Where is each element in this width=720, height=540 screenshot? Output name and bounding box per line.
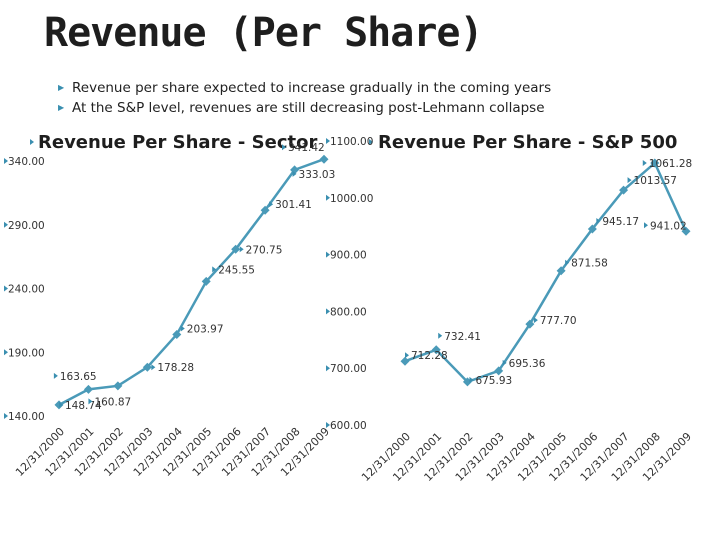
data-label: 270.75 [246, 244, 283, 256]
data-label: 732.41 [444, 331, 481, 343]
data-label: 777.70 [540, 315, 577, 327]
data-label-arrow-icon [627, 177, 632, 184]
y-tick-label: 1000.00 [330, 193, 373, 205]
chart-title: Revenue Per Share - Sector [38, 132, 317, 153]
data-label-arrow-icon [533, 317, 538, 324]
y-tick-label: 190.00 [8, 347, 45, 359]
chart-title-arrow-icon [369, 139, 373, 145]
y-tick-label: 1100.00 [330, 136, 373, 148]
data-label-arrow-icon [596, 217, 601, 224]
data-label-arrow-icon [438, 332, 443, 339]
y-tick-arrow-icon [4, 158, 8, 164]
y-tick-arrow-icon [326, 422, 330, 428]
y-tick-arrow-icon [326, 194, 330, 201]
data-point [319, 154, 329, 164]
data-point [650, 158, 660, 168]
data-label: 871.58 [571, 258, 608, 270]
data-label-arrow-icon [405, 352, 409, 359]
data-label-arrow-icon [53, 372, 58, 379]
data-label: 341.42 [288, 142, 325, 154]
data-point [231, 244, 241, 254]
data-label: 1061.28 [649, 158, 692, 170]
data-point [587, 224, 597, 234]
chart-title-arrow-icon [30, 139, 34, 145]
y-tick-label: 290.00 [8, 220, 45, 232]
y-tick-arrow-icon [326, 365, 330, 372]
y-tick-arrow-icon [326, 138, 330, 144]
bullet-arrow-icon: ▶ [58, 83, 65, 92]
data-label-arrow-icon [180, 325, 185, 332]
y-tick-label: 800.00 [330, 306, 367, 318]
data-point [494, 366, 504, 376]
data-label: 160.87 [94, 396, 131, 408]
data-label: 712.28 [411, 350, 448, 362]
data-label: 333.03 [299, 169, 336, 181]
data-label-arrow-icon [642, 159, 647, 166]
data-label: 203.97 [187, 323, 224, 335]
data-label-arrow-icon [269, 201, 274, 208]
y-tick-arrow-icon [4, 413, 8, 419]
data-label-arrow-icon [239, 246, 244, 253]
bullet-text: At the S&P level, revenues are still dec… [72, 100, 545, 116]
data-label-arrow-icon [151, 364, 156, 371]
data-point [113, 381, 123, 391]
data-label-arrow-icon [502, 359, 507, 366]
data-label-arrow-icon [292, 170, 297, 177]
data-label: 1013.57 [634, 175, 677, 187]
data-label-arrow-icon [88, 398, 93, 405]
data-point [201, 276, 211, 286]
y-tick-arrow-icon [4, 221, 8, 228]
y-tick-arrow-icon [4, 285, 8, 292]
bullet-text: Revenue per share expected to increase g… [72, 80, 552, 96]
bullet-arrow-icon: ▶ [58, 103, 65, 112]
bullet-item: ▶ Revenue per share expected to increase … [58, 78, 551, 98]
data-label-arrow-icon [59, 401, 63, 408]
data-point [83, 384, 93, 394]
bullet-list: ▶ Revenue per share expected to increase … [58, 78, 551, 118]
data-label: 945.17 [602, 216, 639, 228]
data-point [142, 362, 152, 372]
data-point [260, 205, 270, 215]
data-label: 941.02 [650, 220, 687, 232]
data-label: 675.93 [475, 375, 512, 387]
data-point [431, 345, 441, 355]
bullet-item: ▶ At the S&P level, revenues are still de… [58, 98, 551, 118]
y-tick-label: 240.00 [8, 284, 45, 296]
y-tick-label: 340.00 [8, 156, 45, 168]
y-tick-label: 140.00 [8, 411, 45, 423]
data-point [400, 356, 410, 366]
data-point [290, 165, 300, 175]
data-point [619, 185, 629, 195]
data-point [525, 319, 535, 329]
chart-title: Revenue Per Share - S&P 500 [378, 132, 677, 153]
series-line [404, 160, 688, 384]
data-label-arrow-icon [469, 376, 474, 383]
y-tick-label: 700.00 [330, 363, 367, 375]
data-label: 148.74 [65, 400, 102, 412]
data-label-arrow-icon [644, 222, 648, 229]
y-tick-label: 900.00 [330, 250, 367, 262]
data-label: 695.36 [509, 358, 546, 370]
data-label: 163.65 [60, 371, 97, 383]
data-label: 301.41 [275, 199, 312, 211]
data-label: 178.28 [157, 362, 194, 374]
data-point [556, 266, 566, 276]
series-line [58, 158, 325, 406]
y-tick-arrow-icon [326, 308, 330, 315]
data-label-arrow-icon [282, 144, 286, 151]
y-tick-arrow-icon [4, 349, 8, 356]
data-label: 245.55 [218, 264, 255, 276]
y-tick-label: 600.00 [330, 420, 367, 432]
data-label-arrow-icon [565, 259, 570, 266]
slide-title: Revenue (Per Share) [44, 10, 484, 56]
data-point [681, 226, 691, 236]
y-tick-arrow-icon [326, 251, 330, 258]
data-point [172, 329, 182, 339]
data-label-arrow-icon [212, 266, 217, 273]
